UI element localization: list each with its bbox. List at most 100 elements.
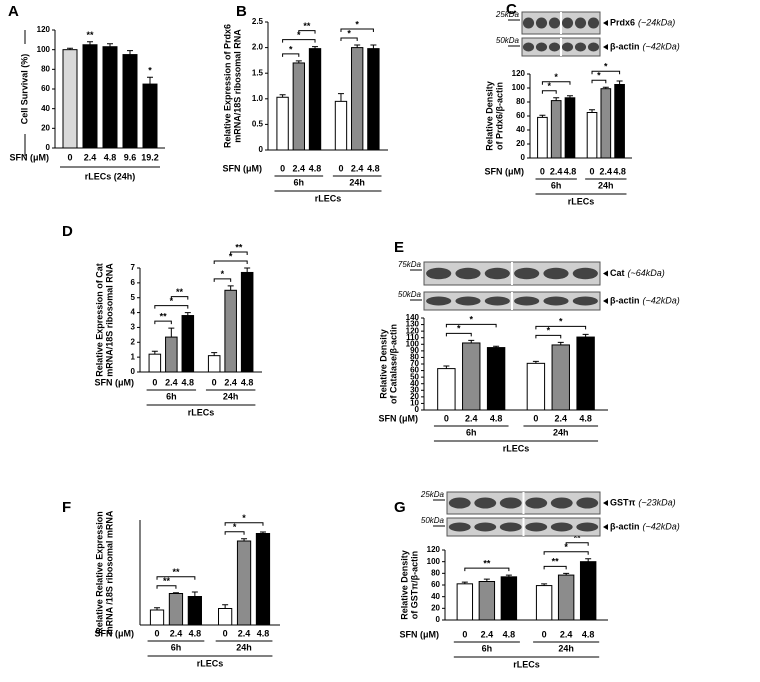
- y-tick-label: 80: [516, 97, 525, 106]
- error-bar: [172, 592, 179, 594]
- x-tick-label: 4.8: [367, 163, 380, 173]
- bar: [168, 593, 184, 626]
- panel-letter: A: [8, 3, 19, 20]
- y-tick-label: 140: [406, 313, 420, 322]
- blot-band: [587, 42, 600, 52]
- significance-bracket: [224, 531, 245, 535]
- bar: [462, 342, 481, 411]
- bar: [334, 100, 348, 151]
- significance-bracket: [535, 334, 562, 339]
- y-tick-label: 20: [410, 392, 419, 401]
- significance-bracket: [298, 30, 316, 34]
- blot-band: [522, 42, 535, 52]
- y-tick-label: 30: [410, 385, 419, 394]
- blot-band: [514, 296, 540, 306]
- y-axis-label: Relative Density: [484, 81, 494, 151]
- blot-band: [455, 296, 481, 306]
- x-tick-label: 4.8: [241, 377, 254, 387]
- x-tick-label: 2.4: [550, 166, 563, 176]
- significance-label: *: [548, 81, 552, 91]
- group-label: 6h: [171, 642, 182, 652]
- y-tick-label: 0: [259, 145, 264, 154]
- significance-bracket: [154, 305, 189, 309]
- error-bar: [557, 341, 564, 345]
- y-tick-label: 40: [410, 379, 419, 388]
- error-bar: [585, 558, 592, 562]
- bar: [551, 344, 570, 411]
- band-label: GSTπ: [610, 497, 636, 507]
- significance-label: **: [172, 567, 180, 577]
- band-arrow: [603, 20, 608, 26]
- bar: [351, 47, 364, 151]
- y-axis-label: Relative Expression of Cat: [94, 263, 104, 377]
- group-label: 24h: [598, 180, 614, 190]
- x-tick-label: 0: [223, 628, 228, 638]
- significance-bracket: [464, 567, 510, 572]
- significance-bracket: [541, 81, 571, 85]
- error-bar: [582, 333, 589, 338]
- significance-bracket: [535, 325, 587, 330]
- error-bar: [493, 345, 500, 348]
- x-tick-label: 0: [338, 163, 343, 173]
- x-tick-label: 4.8: [582, 629, 595, 639]
- error-bar: [151, 350, 158, 355]
- x-axis-label: SFN (μM): [379, 413, 419, 423]
- marker-label: 50kDa: [398, 290, 422, 299]
- y-tick-label: 90: [410, 346, 419, 355]
- significance-bracket: [282, 53, 300, 57]
- blot-band: [548, 17, 561, 29]
- group-label: 24h: [223, 391, 239, 401]
- significance-bracket: [170, 296, 189, 300]
- blot-band: [525, 522, 548, 532]
- blot-band: [514, 267, 540, 280]
- y-tick-label: 60: [410, 366, 419, 375]
- x-tick-label: 2.4: [481, 629, 494, 639]
- bar: [82, 44, 98, 149]
- bar: [500, 576, 518, 621]
- blot-band: [535, 42, 548, 52]
- significance-label: **: [235, 242, 243, 252]
- blot-band: [550, 522, 573, 532]
- significance-bracket: [543, 565, 567, 570]
- significance-label: *: [597, 71, 601, 81]
- error-bar: [191, 591, 198, 597]
- band-arrow: [603, 298, 608, 304]
- significance-label: **: [176, 287, 184, 297]
- band-size: (~64kDa): [628, 268, 665, 278]
- y-axis-label: Cell Survival (%): [19, 54, 29, 125]
- significance-bracket: [591, 79, 607, 84]
- significance-bracket: [340, 37, 358, 42]
- bar: [292, 62, 305, 151]
- band-arrow: [603, 524, 608, 530]
- blot-band: [499, 497, 522, 509]
- significance-bracket: [230, 251, 248, 255]
- x-tick-label: 19.2: [141, 152, 159, 162]
- bar: [367, 48, 380, 151]
- significance-label: **: [160, 312, 168, 322]
- error-bar: [563, 572, 570, 576]
- error-bar: [541, 583, 548, 586]
- y-tick-label: 110: [406, 333, 419, 342]
- error-bar: [211, 352, 218, 356]
- y-tick-label: 0: [521, 153, 526, 162]
- significance-label: *: [347, 28, 351, 38]
- significance-label: *: [564, 542, 568, 552]
- y-tick-label: 40: [516, 125, 525, 134]
- group-label: 24h: [558, 643, 574, 653]
- bar: [550, 100, 562, 159]
- error-bar: [312, 46, 319, 49]
- significance-label: **: [86, 30, 94, 40]
- y-tick-label: 70: [410, 359, 419, 368]
- blot-band: [548, 42, 561, 52]
- footer-label: rLECs: [513, 659, 540, 669]
- x-tick-label: 4.8: [309, 163, 322, 173]
- footer-label: rLECs: [568, 196, 595, 206]
- bar: [187, 596, 202, 626]
- group-label: 6h: [294, 177, 305, 187]
- bar: [564, 97, 576, 159]
- error-bar: [468, 339, 475, 343]
- y-tick-label: 2.5: [252, 17, 264, 26]
- y-tick-label: 20: [41, 123, 50, 132]
- error-bar: [279, 94, 286, 98]
